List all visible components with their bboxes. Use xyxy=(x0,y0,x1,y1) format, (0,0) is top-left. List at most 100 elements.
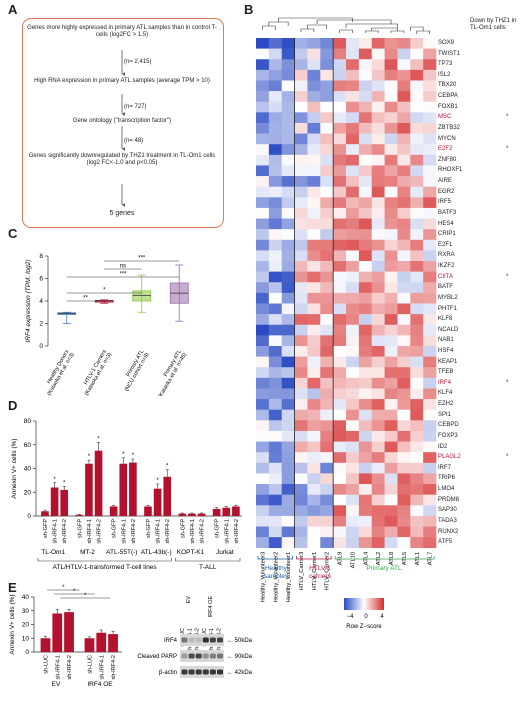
heatmap-cell xyxy=(397,441,411,453)
heatmap-cell xyxy=(410,345,424,357)
heatmap-cell xyxy=(358,377,373,389)
gene-label: LMO4 xyxy=(438,486,455,493)
gene-label: NAB1 xyxy=(438,337,454,344)
heatmap-cell xyxy=(397,494,411,506)
heatmap-cell xyxy=(346,335,360,347)
bar-label: sh-GFP xyxy=(112,519,118,538)
heatmap-cell xyxy=(410,494,424,506)
blot-group-label-ev: EV xyxy=(186,596,192,604)
heatmap-cell xyxy=(256,80,270,92)
heatmap-cell xyxy=(397,165,411,177)
heatmap-cell xyxy=(423,356,437,368)
heatmap-cell xyxy=(307,218,321,230)
heatmap-cell xyxy=(320,345,334,357)
heatmap-cell xyxy=(346,91,360,103)
heatmap-cell xyxy=(320,388,334,400)
heatmap-cell xyxy=(397,473,411,485)
heatmap-cell xyxy=(423,515,437,527)
heatmap-cell xyxy=(423,250,437,262)
heatmap-cell xyxy=(410,462,424,474)
flow-count-3: (n= 48) xyxy=(124,138,144,144)
heatmap-cell xyxy=(294,133,308,145)
heatmap-cell xyxy=(256,314,270,326)
heatmap-cell xyxy=(256,176,270,187)
heatmap-cell xyxy=(268,48,283,60)
heatmap-cell xyxy=(371,261,385,272)
heatmap-cell xyxy=(268,250,283,262)
blot-band xyxy=(181,637,188,643)
gene-label: EZH2 xyxy=(438,401,454,408)
heatmap-cell xyxy=(294,420,308,432)
heatmap-cell xyxy=(268,526,283,538)
heatmap-cell xyxy=(320,505,334,517)
heatmap-cell xyxy=(371,91,385,103)
heatmap-cell xyxy=(256,59,270,71)
bar xyxy=(109,506,118,516)
dendrogram-branch xyxy=(416,30,430,34)
heatmap-cell xyxy=(294,367,308,379)
heatmap-cell xyxy=(307,324,321,336)
heatmap-cell xyxy=(410,282,424,294)
blot-band xyxy=(195,637,202,643)
heatmap-cell xyxy=(333,515,347,527)
heatmap-cell xyxy=(371,80,385,92)
heatmap-cell xyxy=(423,122,437,134)
heatmap-cell xyxy=(294,38,308,49)
heatmap-cell xyxy=(294,388,308,400)
heatmap-cell xyxy=(423,271,437,283)
heatmap-cell xyxy=(371,515,385,527)
heatmap-cell xyxy=(410,430,424,442)
bar-label: sh-IRF4-2 xyxy=(67,655,73,679)
heatmap-cell xyxy=(307,133,321,145)
heatmap-cell xyxy=(281,399,295,410)
heatmap-cell xyxy=(320,112,334,124)
heatmap-cell xyxy=(346,420,360,432)
heatmap-cell xyxy=(346,526,360,538)
heatmap-cell xyxy=(397,452,411,464)
gene-label: IKZF2 xyxy=(438,263,455,270)
heatmap-cell xyxy=(320,261,334,272)
heatmap-cell xyxy=(358,526,373,538)
heatmap-cell xyxy=(268,314,283,326)
y-tick-label: 2 xyxy=(39,321,43,328)
heatmap-cell xyxy=(256,345,270,357)
gene-label: TFEB xyxy=(438,369,454,376)
heatmap-cell xyxy=(256,484,270,495)
heatmap-cell xyxy=(256,91,270,103)
blot-size-label: ← 42kDa xyxy=(227,670,253,676)
group-label-healthy: Healthy xyxy=(265,565,288,572)
heatmap-cell xyxy=(410,69,424,81)
blot-band xyxy=(181,653,188,659)
group-bracket xyxy=(296,556,332,560)
heatmap-cell xyxy=(307,38,321,49)
heatmap-cell xyxy=(423,537,437,549)
heatmap-cell xyxy=(281,186,295,198)
heatmap-cell xyxy=(410,144,424,156)
heatmap-cell xyxy=(333,526,347,538)
heatmap-cell xyxy=(410,420,424,432)
heatmap-cell xyxy=(346,399,360,410)
heatmap-cell xyxy=(358,229,373,241)
heatmap-cell xyxy=(333,176,347,187)
heatmap-cell xyxy=(346,292,360,304)
gene-label: BATF3 xyxy=(438,209,457,216)
bar xyxy=(64,612,74,652)
heatmap-cell xyxy=(333,335,347,347)
heatmap-cell xyxy=(281,441,295,453)
heatmap-cell xyxy=(294,441,308,453)
heatmap-cell xyxy=(371,165,385,177)
heatmap-cell xyxy=(371,484,385,495)
heatmap-cell xyxy=(320,324,334,336)
heatmap-cell xyxy=(307,335,321,347)
heatmap-cell xyxy=(333,218,347,230)
dendrogram-branch xyxy=(390,30,405,33)
heatmap-cell xyxy=(371,441,385,453)
heatmap-cell xyxy=(358,537,373,549)
heatmap-cell xyxy=(397,229,411,241)
x-category-label: Healthy Donors(Kataoka et al. n=3) xyxy=(41,349,76,396)
bar xyxy=(75,514,84,516)
heatmap-cell xyxy=(307,441,321,453)
heatmap-cell xyxy=(256,303,270,315)
heatmap-cell xyxy=(423,229,437,241)
gene-label: TP73 xyxy=(438,61,453,68)
